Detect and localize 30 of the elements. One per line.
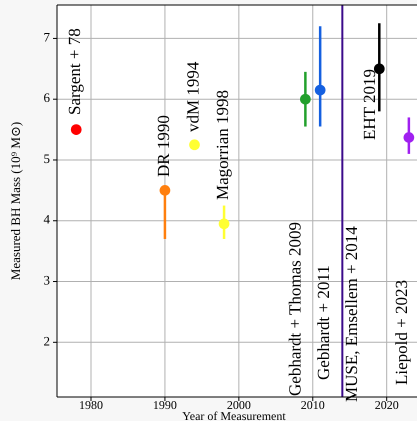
point bbox=[189, 139, 200, 150]
x-tick-label: 1980 bbox=[79, 398, 104, 412]
x-tick-label: 2000 bbox=[226, 398, 251, 412]
annotation: Liepold + 2023 bbox=[392, 280, 411, 385]
x-tick-label: 2020 bbox=[374, 398, 399, 412]
point bbox=[70, 124, 82, 135]
annotation: Gebhardt + Thomas 2009 bbox=[285, 222, 304, 396]
annotation: Sargent + 78 bbox=[65, 28, 84, 115]
x-axis-title: Year of Measurement bbox=[182, 409, 286, 421]
ref-line-label: MUSE, Emsellem + 2014 bbox=[342, 226, 362, 402]
y-tick-label: 6 bbox=[44, 90, 50, 106]
point bbox=[314, 84, 326, 96]
y-tick-label: 2 bbox=[44, 333, 50, 348]
annotation: EHT 2019 bbox=[360, 69, 380, 140]
annotation: vdM 1994 bbox=[183, 61, 202, 132]
y-tick-label: 4 bbox=[44, 212, 50, 227]
y-tick-label: 3 bbox=[44, 272, 50, 288]
point bbox=[404, 132, 414, 143]
point bbox=[300, 94, 311, 105]
y-tick-label: 5 bbox=[44, 150, 50, 166]
y-tick-label: 7 bbox=[44, 29, 50, 44]
point bbox=[374, 63, 385, 74]
x-tick-label: 2010 bbox=[300, 398, 325, 412]
x-tick-label: 1990 bbox=[152, 398, 177, 412]
annotation: DR 1990 bbox=[154, 115, 173, 177]
point bbox=[160, 185, 170, 196]
annotation: Magorrian 1998 bbox=[212, 90, 232, 200]
annotation: Gebhardt + 2011 bbox=[314, 265, 334, 380]
y-axis-title: Measured BH Mass (10⁹ M⊙) bbox=[8, 122, 23, 280]
point bbox=[218, 218, 230, 230]
